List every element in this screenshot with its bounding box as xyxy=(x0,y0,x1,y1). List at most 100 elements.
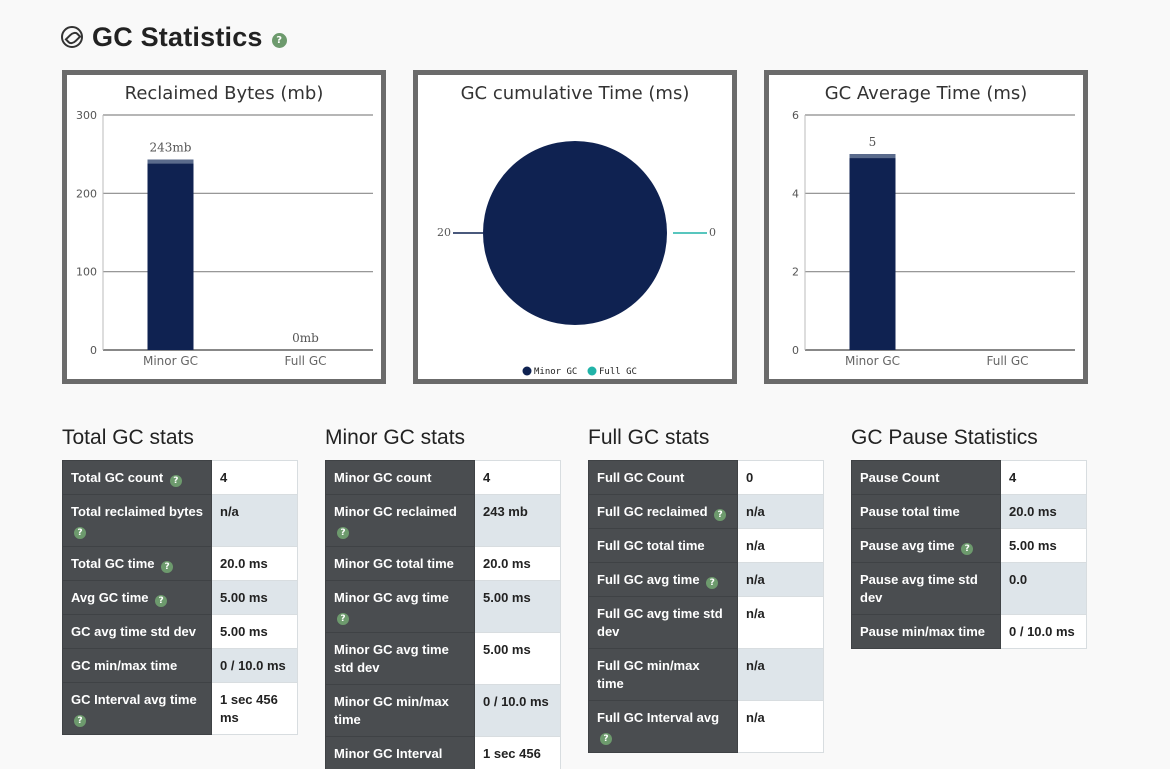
stat-value: n/a xyxy=(211,494,298,547)
grid-lines xyxy=(804,114,1075,351)
data-labels: 5 xyxy=(869,135,877,149)
table-row: Minor GC min/max time 0 / 10.0 ms xyxy=(325,684,561,737)
legend-swatch[interactable] xyxy=(587,366,597,376)
stat-value: 4 xyxy=(211,460,298,495)
stat-label: GC Interval avg time ? xyxy=(62,682,212,735)
stat-value: n/a xyxy=(737,528,824,563)
stat-value: n/a xyxy=(737,562,824,597)
stat-label-text: Full GC reclaimed xyxy=(597,504,708,519)
help-icon[interactable]: ? xyxy=(337,527,349,539)
stat-value: 5.00 ms xyxy=(1000,528,1087,563)
help-icon[interactable]: ? xyxy=(169,475,182,487)
stat-label-text: Avg GC time xyxy=(71,590,149,605)
stat-value: n/a xyxy=(737,700,824,753)
table-row: Full GC total time n/a xyxy=(588,528,824,563)
stat-label-text: GC Interval avg time xyxy=(71,692,197,707)
stat-label: Total reclaimed bytes ? xyxy=(62,494,212,547)
stat-value: 0 xyxy=(737,460,824,495)
help-icon[interactable]: ? xyxy=(706,577,719,589)
table-row: Full GC min/max time n/a xyxy=(588,648,824,701)
table-row: Pause Count 4 xyxy=(851,460,1087,495)
table-row: Full GC Count 0 xyxy=(588,460,824,495)
legend-swatch[interactable] xyxy=(522,366,532,376)
y-tick-label: 0 xyxy=(90,344,97,357)
help-icon[interactable]: ? xyxy=(600,733,612,745)
table-row: Pause avg time std dev 0.0 xyxy=(851,562,1087,615)
category-labels: Minor GC Full GC xyxy=(143,354,327,368)
stat-value: 5.00 ms xyxy=(474,632,561,685)
page-header: GC Statistics ? xyxy=(61,20,287,54)
stat-value: 20.0 ms xyxy=(1000,494,1087,529)
stat-label-text: GC avg time std dev xyxy=(71,624,196,639)
stat-label-text: Minor GC Interval avg xyxy=(334,746,443,769)
legend: Minor GC Full GC xyxy=(522,366,637,377)
stat-label: Total GC count ? xyxy=(62,460,212,495)
chart-average-time: GC Average Time (ms) 0 2 4 6 Minor GC Full G… xyxy=(764,70,1088,384)
stat-label-text: Pause min/max time xyxy=(860,624,985,639)
stat-label-text: Pause Count xyxy=(860,470,940,485)
legend-label[interactable]: Full GC xyxy=(599,367,637,377)
table-row: Full GC reclaimed ? n/a xyxy=(588,494,824,529)
stat-value: 5.00 ms xyxy=(474,580,561,633)
stat-label: Minor GC reclaimed ? xyxy=(325,494,475,547)
stat-label: Total GC time ? xyxy=(62,546,212,581)
bar-highlight xyxy=(849,154,896,159)
bar-highlight xyxy=(147,159,194,164)
stat-label: Pause avg time ? xyxy=(851,528,1001,563)
stat-label: GC avg time std dev xyxy=(62,614,212,649)
help-icon[interactable]: ? xyxy=(961,543,974,555)
y-tick-label: 4 xyxy=(792,187,799,200)
chart-cumulative-time: GC cumulative Time (ms) 20 0 Minor GC Full… xyxy=(413,70,737,384)
stat-value: n/a xyxy=(737,648,824,701)
section-title: Total GC stats xyxy=(62,426,194,449)
legend-label[interactable]: Minor GC xyxy=(534,367,577,377)
stat-label: Minor GC Interval avg ? xyxy=(325,736,475,769)
table-row: Pause avg time ? 5.00 ms xyxy=(851,528,1087,563)
stat-label-text: Minor GC avg time std dev xyxy=(334,642,449,675)
stat-value: 1 sec 456 ms xyxy=(474,736,561,769)
table-row: Minor GC Interval avg ?1 sec 456 ms xyxy=(325,736,561,769)
data-labels: 243mb 0mb xyxy=(150,141,320,345)
y-tick-label: 2 xyxy=(792,266,799,279)
y-tick-label: 6 xyxy=(792,109,799,122)
table-row: Full GC avg time ? n/a xyxy=(588,562,824,597)
bars xyxy=(147,159,194,350)
help-icon[interactable]: ? xyxy=(271,32,287,48)
page-title: GC Statistics xyxy=(92,21,263,52)
stat-label-text: Full GC avg time std dev xyxy=(597,606,723,639)
table-row: Avg GC time ? 5.00 ms xyxy=(62,580,298,615)
y-tick-label: 200 xyxy=(76,187,97,200)
stat-label-text: Total GC time xyxy=(71,556,155,571)
help-icon[interactable]: ? xyxy=(714,509,727,521)
help-icon[interactable]: ? xyxy=(74,715,86,727)
y-tick-label: 0 xyxy=(792,344,799,357)
y-tick-label: 100 xyxy=(76,266,97,279)
stat-label-text: Minor GC avg time xyxy=(334,590,449,605)
help-icon[interactable]: ? xyxy=(155,595,168,607)
table-row: Minor GC reclaimed ? 243 mb xyxy=(325,494,561,547)
stat-label: Minor GC avg time std dev xyxy=(325,632,475,685)
help-icon[interactable]: ? xyxy=(337,613,349,625)
stat-value: 4 xyxy=(1000,460,1087,495)
table-row: Total GC count ? 4 xyxy=(62,460,298,495)
chart-title: GC cumulative Time (ms) xyxy=(461,83,690,104)
data-label: 0 xyxy=(709,226,716,239)
stat-value: 243 mb xyxy=(474,494,561,547)
stat-value: 0 / 10.0 ms xyxy=(474,684,561,737)
y-axis-ticks: 0 100 200 300 xyxy=(76,109,97,357)
stat-label: Pause avg time std dev xyxy=(851,562,1001,615)
data-label: 243mb xyxy=(150,141,192,155)
stat-label-text: Minor GC min/max time xyxy=(334,694,449,727)
stat-value: 4 xyxy=(474,460,561,495)
category-label: Full GC xyxy=(284,354,326,368)
stat-value: 20.0 ms xyxy=(474,546,561,581)
help-icon[interactable]: ? xyxy=(74,527,86,539)
help-icon[interactable]: ? xyxy=(161,561,174,573)
stat-label: Full GC total time xyxy=(588,528,738,563)
stat-value: 5.00 ms xyxy=(211,580,298,615)
stat-value: 0 / 10.0 ms xyxy=(1000,614,1087,649)
chart-title: Reclaimed Bytes (mb) xyxy=(125,83,324,104)
stat-label-text: Pause avg time std dev xyxy=(860,572,978,605)
table-row: Full GC Interval avg ? n/a xyxy=(588,700,824,753)
table-row: Total GC time ? 20.0 ms xyxy=(62,546,298,581)
